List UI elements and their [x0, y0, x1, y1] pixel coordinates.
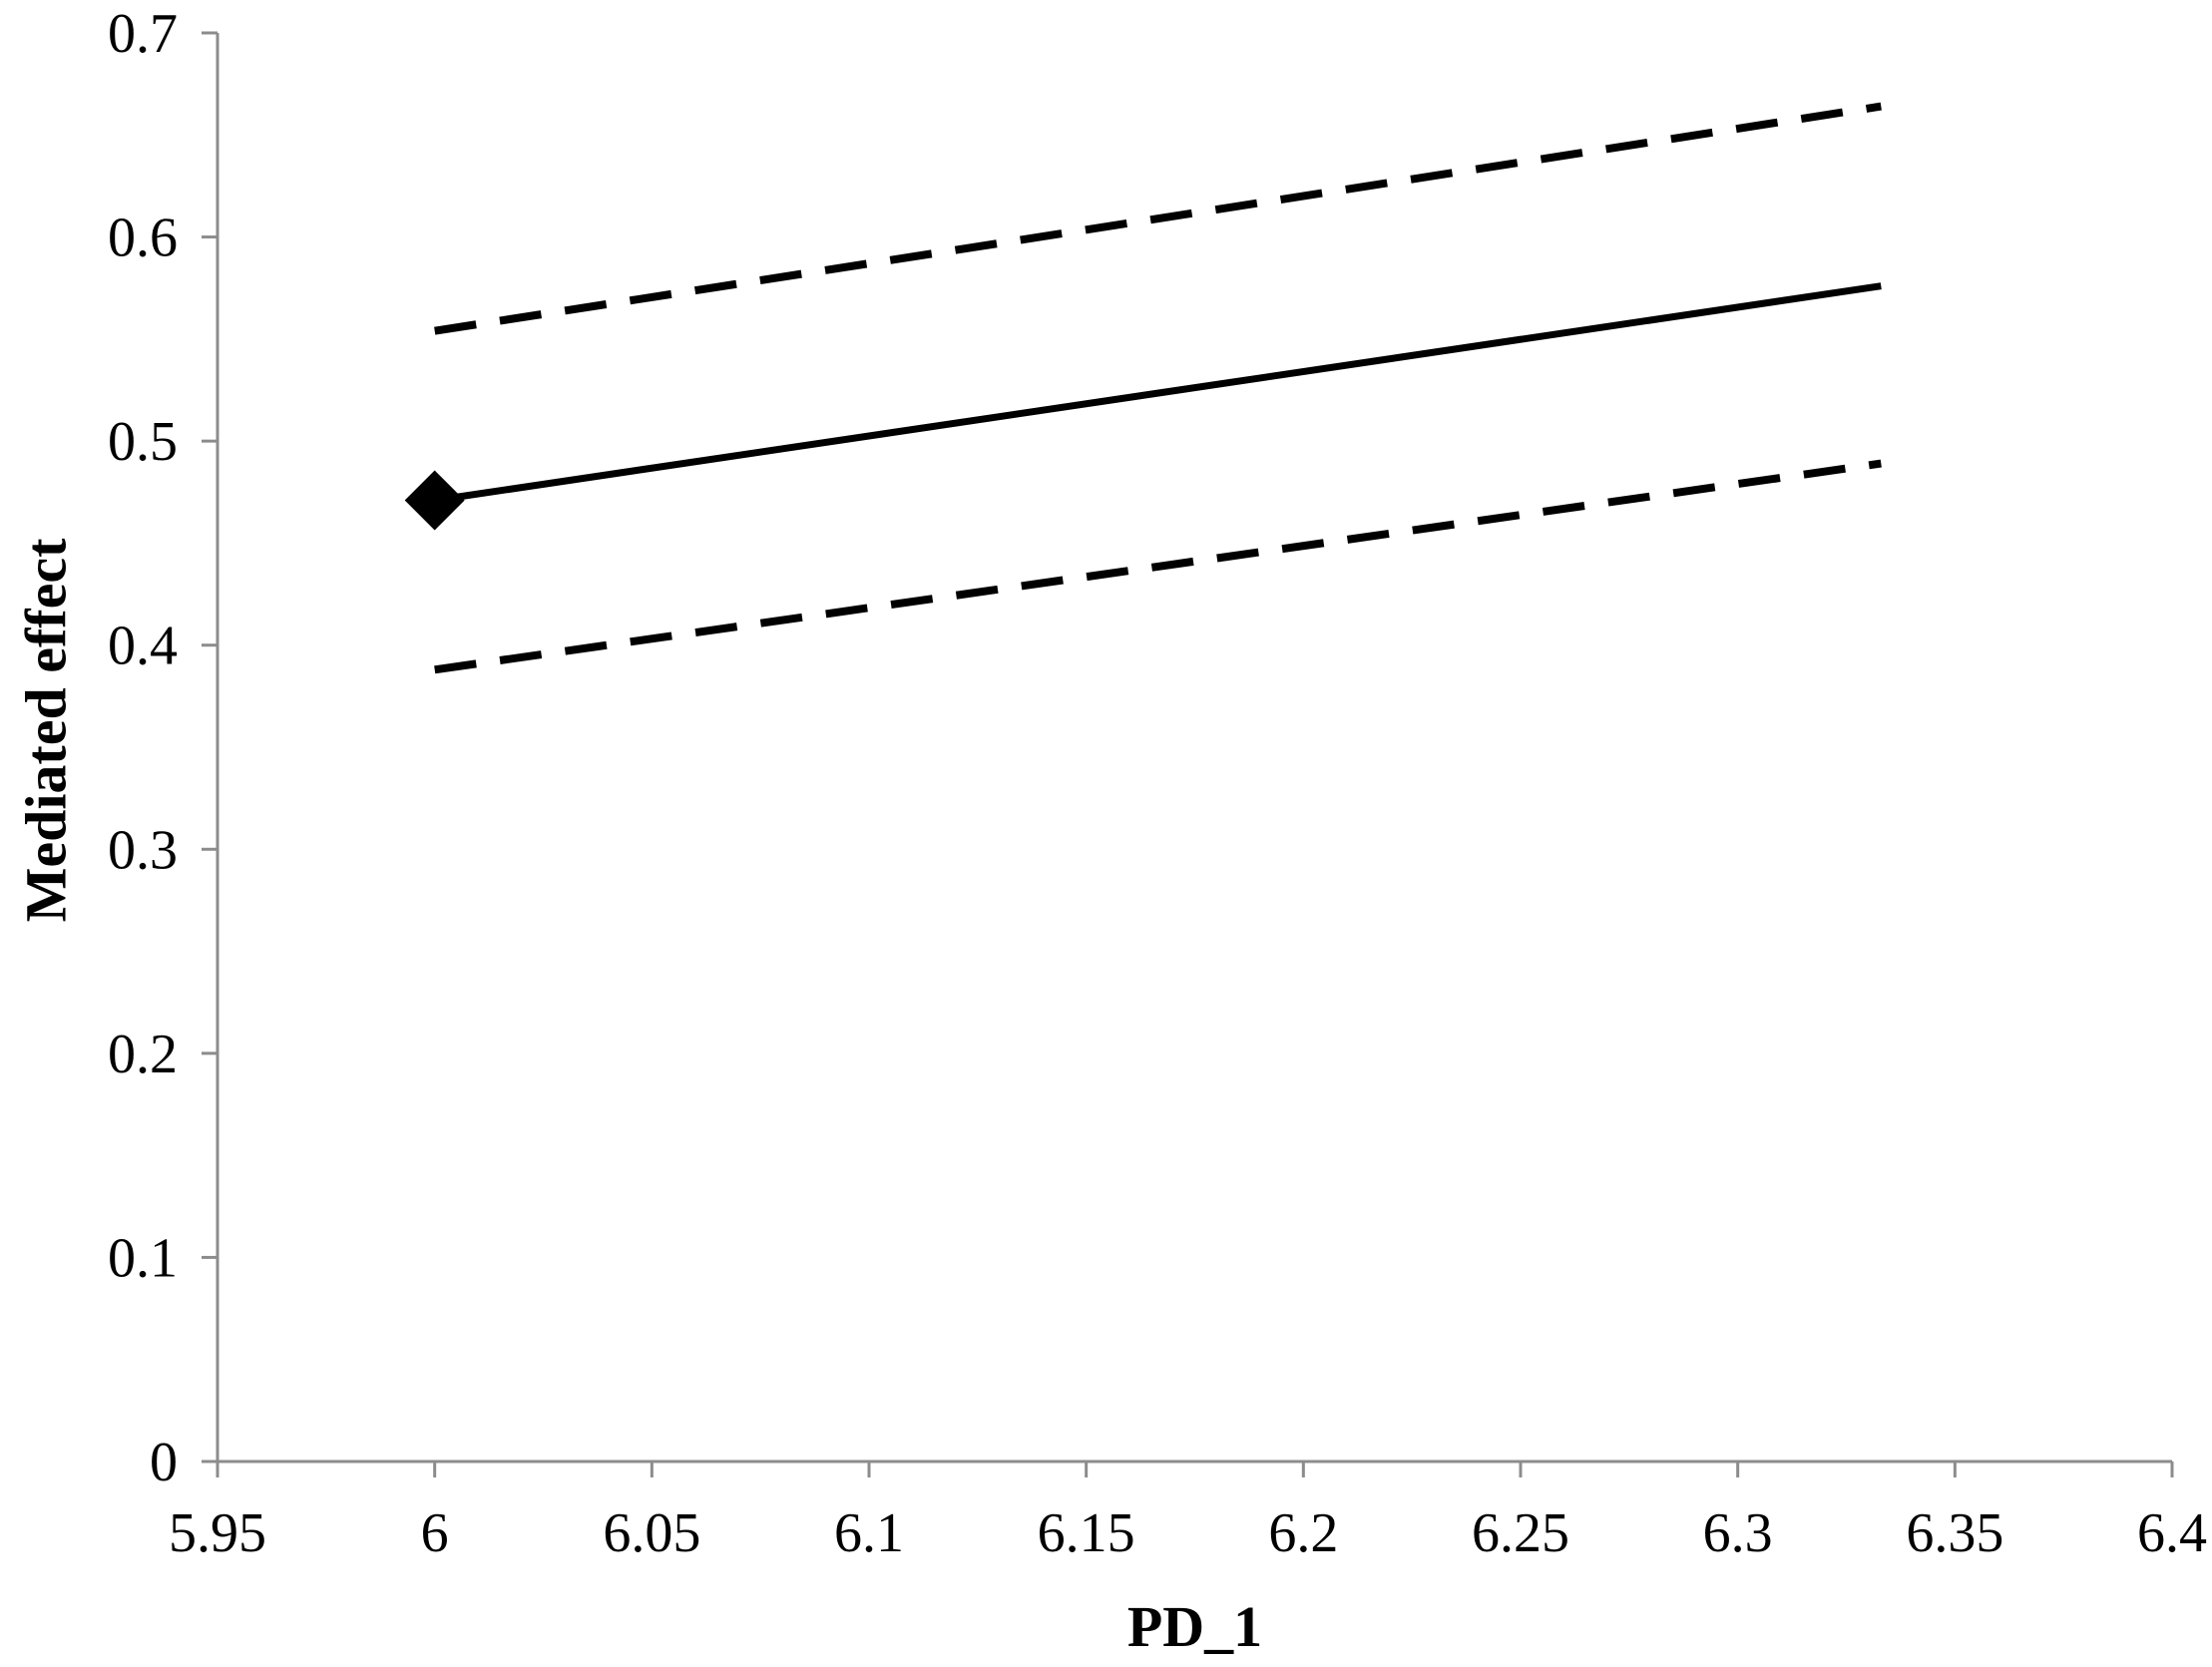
axes: [202, 31, 2174, 1477]
x-tick-label: 6.15: [1038, 1502, 1135, 1564]
x-tick-label: 6.4: [2137, 1502, 2207, 1564]
y-tick-label: 0.6: [108, 208, 178, 269]
x-tick-label: 6.1: [834, 1502, 904, 1564]
dashed-line-series-2: [434, 459, 1882, 674]
y-axis-title: Mediated effect: [13, 538, 78, 923]
y-tick-label: 0.7: [108, 3, 178, 65]
y-tick-label: 0.4: [108, 616, 178, 677]
x-tick-label: 5.95: [169, 1502, 266, 1564]
y-tick-label: 0.5: [108, 411, 178, 473]
x-tick-label: 6: [421, 1502, 449, 1564]
series: [434, 102, 1882, 674]
markers: [404, 470, 465, 531]
y-tick-label: 0.1: [108, 1227, 178, 1289]
solid-line-series: [434, 282, 1882, 504]
diamond-marker: [404, 470, 465, 531]
y-tick-label: 0: [150, 1432, 178, 1493]
x-tick-label: 6.25: [1472, 1502, 1569, 1564]
dashed-line-series-1: [434, 102, 1882, 335]
y-tick-label: 0.2: [108, 1024, 178, 1085]
labels: PD_1 Mediated effect 0 0.1 0.2 0.3 0.4 0.5 0.6…: [13, 3, 2207, 1659]
x-tick-label: 6.3: [1703, 1502, 1773, 1564]
x-axis-title: PD_1: [1127, 1594, 1262, 1659]
x-tick-label: 6.05: [603, 1502, 700, 1564]
x-tick-label: 6.35: [1906, 1502, 2003, 1564]
x-tick-label: 6.2: [1268, 1502, 1338, 1564]
y-tick-label: 0.3: [108, 819, 178, 881]
